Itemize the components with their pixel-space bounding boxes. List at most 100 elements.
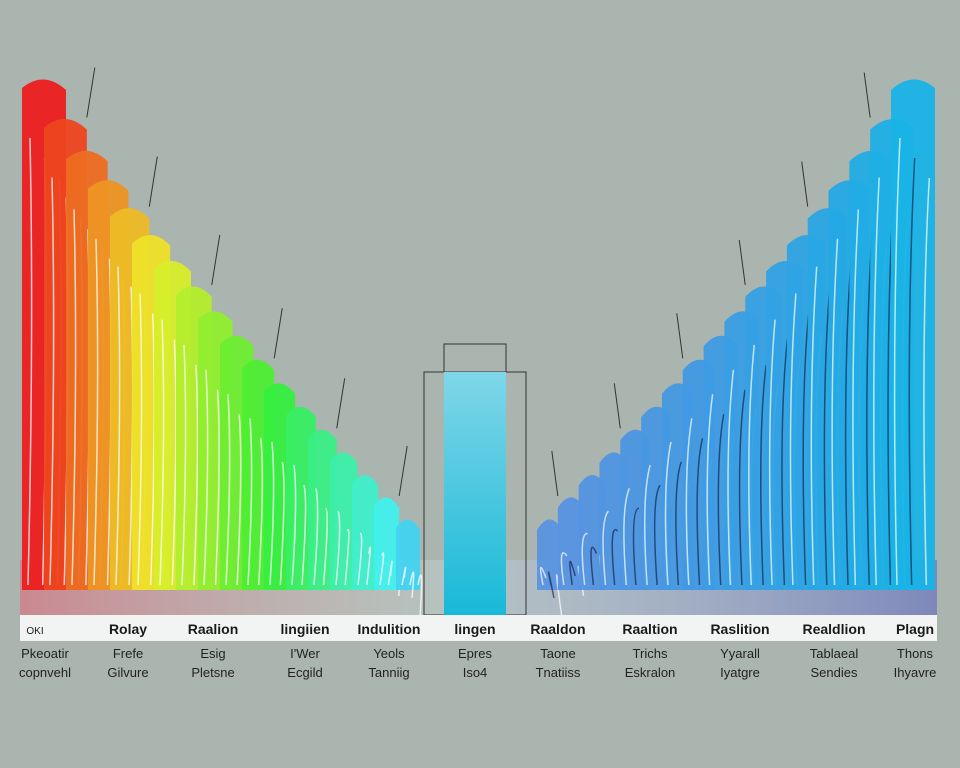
pin: [738, 239, 746, 286]
column-description: Gilvure: [107, 665, 148, 680]
streak: [49, 177, 55, 586]
streak: [269, 441, 275, 586]
streak: [257, 438, 264, 586]
streak: [781, 339, 789, 586]
column-description: copnvehl: [19, 665, 71, 680]
pin: [86, 67, 96, 118]
streak: [203, 369, 209, 586]
left-bar: [396, 519, 420, 590]
streak: [643, 465, 651, 586]
right-bar: [891, 79, 935, 590]
streak: [873, 177, 880, 586]
column-description: Epres: [458, 646, 492, 661]
column-description: Yyarall: [720, 646, 760, 661]
column-description: Tnatiiss: [536, 665, 581, 680]
right-bar: [557, 497, 583, 590]
streak: [379, 552, 385, 586]
streak: [357, 532, 363, 586]
pin: [211, 234, 221, 286]
pin: [863, 72, 871, 118]
streak: [366, 546, 372, 586]
streak: [852, 209, 860, 586]
label-band: [20, 615, 937, 641]
streak: [823, 286, 831, 586]
left-bar: [374, 497, 400, 590]
streak: [344, 528, 350, 586]
pin: [148, 156, 158, 207]
column-label: Plagn: [896, 621, 934, 637]
left-bar: [330, 452, 358, 590]
column-description: I'Wer: [290, 646, 320, 661]
column-description: Trichs: [633, 646, 668, 661]
streak: [93, 238, 99, 586]
streak: [409, 571, 415, 599]
streak: [560, 552, 568, 586]
streak: [602, 510, 610, 586]
streak: [71, 209, 77, 586]
column-label: Raaltion: [622, 621, 677, 637]
streak: [789, 293, 797, 586]
streak: [923, 177, 931, 586]
bar-fans: [22, 67, 935, 619]
pin: [273, 308, 283, 359]
pin: [613, 383, 621, 429]
streak: [171, 339, 177, 586]
left-bar: [352, 475, 379, 590]
right-bar: [599, 452, 627, 590]
left-bar: [308, 429, 337, 590]
streak: [387, 560, 393, 586]
streak: [866, 229, 873, 586]
streak: [831, 238, 839, 586]
column-label: Raaldon: [530, 621, 585, 637]
streak: [590, 546, 598, 586]
streak: [193, 364, 199, 586]
streak: [706, 394, 714, 586]
right-bar: [578, 475, 605, 590]
streak: [760, 364, 767, 586]
column-description: Iso4: [463, 665, 488, 680]
column-label: lingiien: [281, 621, 330, 637]
streak: [539, 566, 547, 586]
center-frame-top: [443, 343, 507, 373]
column-description: Iyatgre: [720, 665, 760, 680]
streak: [181, 344, 187, 586]
column-description: Tanniig: [368, 665, 409, 680]
column-description: Pkeoatir: [21, 646, 69, 661]
labels: OKI Pkeoatir copnvehl Rolay Frefe Gilvure Raal…: [19, 621, 936, 680]
streak: [810, 266, 818, 586]
column-label: lingen: [454, 621, 495, 637]
pin: [551, 450, 559, 496]
column-label: Raslition: [710, 621, 769, 637]
streak: [653, 484, 661, 586]
streak: [27, 137, 33, 586]
center-bar: [444, 372, 506, 615]
column-description: Pletsne: [191, 665, 234, 680]
streak: [214, 389, 220, 586]
streak: [159, 319, 165, 586]
streak: [301, 485, 307, 586]
streak: [802, 313, 810, 586]
streak: [908, 157, 916, 586]
column-description: Esig: [200, 646, 225, 661]
column-label: OKI: [26, 626, 43, 637]
streak: [291, 465, 297, 586]
streak: [611, 528, 619, 586]
streak: [335, 510, 341, 586]
streak: [417, 574, 423, 619]
pin: [676, 313, 684, 359]
column-description: Thons: [897, 646, 934, 661]
streak: [581, 532, 588, 586]
column-description: Sendies: [811, 665, 858, 680]
pin: [336, 378, 346, 429]
column-label: Raalion: [188, 621, 239, 637]
streak: [236, 414, 242, 586]
streak: [115, 266, 121, 586]
streak: [664, 441, 672, 586]
streak: [313, 488, 319, 586]
column-label: Rolay: [109, 621, 147, 637]
streak: [738, 389, 746, 586]
streak: [696, 438, 704, 586]
pin: [801, 161, 809, 207]
column-description: Yeols: [373, 646, 405, 661]
